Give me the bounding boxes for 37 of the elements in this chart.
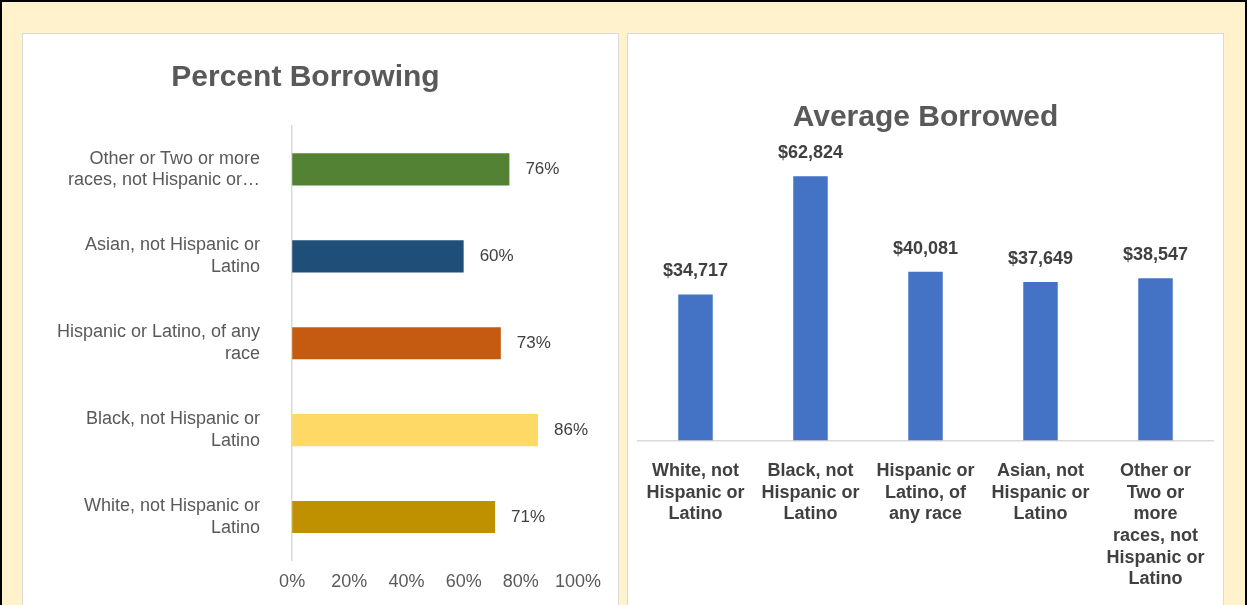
y-tick-label: Asian, not Hispanic or Latino — [85, 234, 261, 277]
x-tick-label: Other or Two or more races, not Hispanic or Latino — [1106, 460, 1205, 589]
x-tick-label: White, not Hispanic or Latino — [646, 460, 745, 524]
bar — [1138, 278, 1173, 441]
data-label: 73% — [516, 332, 551, 352]
data-label: 60% — [479, 246, 514, 266]
x-tick-label: 60% — [445, 571, 482, 592]
bar — [292, 414, 538, 447]
bar — [793, 176, 828, 441]
x-tick-label: 0% — [279, 571, 306, 592]
chart-title: Average Borrowed — [792, 99, 1059, 133]
x-tick-label: 40% — [388, 571, 425, 592]
data-label: $62,824 — [777, 142, 844, 163]
y-tick-label: Hispanic or Latino, of any race — [56, 321, 261, 363]
x-tick-label: Black, not Hispanic or Latino — [761, 460, 860, 524]
y-tick-label: Black, not Hispanic or Latino — [86, 408, 261, 450]
bar — [292, 327, 501, 360]
x-tick-label: Asian, not Hispanic or Latino — [991, 460, 1090, 524]
data-label: $34,717 — [662, 260, 729, 281]
data-label: $37,649 — [1007, 248, 1074, 269]
x-tick-label: 100% — [554, 571, 602, 592]
y-tick-label: Other or Two or more races, not Hispanic or… — [68, 147, 261, 190]
data-label: 71% — [511, 506, 546, 526]
x-tick-label: 80% — [502, 571, 539, 592]
bar — [292, 153, 510, 186]
bar — [908, 271, 943, 441]
data-label: 76% — [525, 159, 560, 179]
data-label: $38,547 — [1122, 244, 1189, 265]
chart-title: Percent Borrowing — [171, 59, 440, 93]
bar — [678, 294, 713, 441]
x-tick-label: 20% — [331, 571, 368, 592]
x-tick-label: Hispanic or Latino, of any race — [876, 460, 975, 524]
bar — [1023, 282, 1058, 441]
bar — [292, 500, 496, 534]
data-label: $40,081 — [892, 237, 959, 258]
data-label: 86% — [553, 419, 589, 439]
bar — [292, 240, 464, 273]
